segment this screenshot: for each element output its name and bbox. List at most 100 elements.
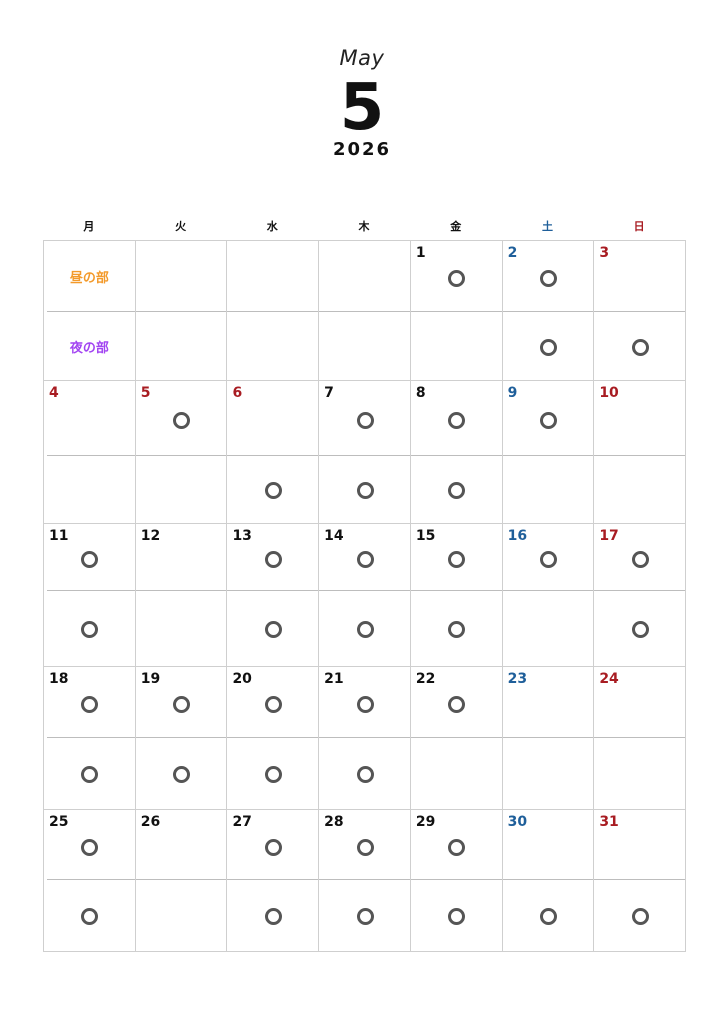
night-session-circle-icon <box>539 908 557 925</box>
day-cell <box>227 241 320 380</box>
day-session-circle-icon <box>539 551 557 568</box>
day-cell: 13 <box>227 524 320 666</box>
date-number: 8 <box>415 385 426 401</box>
day-cell: 30 <box>503 810 595 951</box>
night-session-label: 夜の部 <box>69 340 109 356</box>
day-cell: 20 <box>227 667 320 809</box>
day-cell: 昼の部 夜の部 <box>44 241 136 380</box>
date-number: 4 <box>49 385 59 401</box>
day-session-circle-icon <box>173 696 191 713</box>
date-number: 3 <box>599 245 610 261</box>
date-number: 1 <box>415 245 426 261</box>
night-session-circle-icon <box>264 621 282 638</box>
day-session-circle-icon <box>539 270 557 287</box>
date-number: 10 <box>599 385 619 401</box>
date-number: 7 <box>324 385 334 401</box>
night-session-circle-icon <box>356 908 374 925</box>
day-cell: 31 <box>594 810 687 951</box>
day-cell: 8 <box>411 381 503 523</box>
night-session-circle-icon <box>264 482 282 499</box>
night-session-circle-icon <box>539 338 557 356</box>
day-cell: 11 <box>44 524 136 666</box>
day-cell: 5 <box>136 381 228 523</box>
night-session-circle-icon <box>356 621 374 638</box>
day-cell: 17 <box>594 524 687 666</box>
day-session-label: 昼の部 <box>69 271 109 286</box>
night-session-circle-icon <box>81 766 99 783</box>
day-cell: 28 <box>319 810 411 951</box>
date-number: 14 <box>324 528 344 544</box>
weekday-label: 月 <box>83 220 95 233</box>
day-cell: 1 <box>411 241 503 380</box>
day-session-circle-icon <box>448 551 466 568</box>
week-row: 25 26 27 28 29 30 31 <box>44 810 687 952</box>
day-session-circle-icon <box>448 270 466 287</box>
day-cell: 22 <box>411 667 503 809</box>
night-session-circle-icon <box>631 338 649 356</box>
day-cell: 2 <box>503 241 595 380</box>
day-cell: 15 <box>411 524 503 666</box>
day-cell: 24 <box>594 667 687 809</box>
date-number: 24 <box>599 671 619 687</box>
day-session-circle-icon <box>264 838 282 856</box>
weekday-label: 日 <box>633 220 645 233</box>
night-session-circle-icon <box>81 908 99 925</box>
day-session-circle-icon <box>81 838 99 856</box>
day-cell: 26 <box>136 810 228 951</box>
night-session-circle-icon <box>356 766 374 783</box>
date-number: 19 <box>140 671 161 687</box>
day-cell: 12 <box>136 524 228 666</box>
date-number: 18 <box>49 671 69 687</box>
month-number: 5 <box>339 71 385 145</box>
day-cell: 23 <box>503 667 595 809</box>
day-session-circle-icon <box>356 412 374 429</box>
day-session-circle-icon <box>356 551 374 568</box>
night-session-circle-icon <box>264 908 282 925</box>
day-session-circle-icon <box>356 838 374 856</box>
year: 2026 <box>332 139 392 160</box>
day-session-circle-icon <box>539 412 557 429</box>
date-number: 30 <box>507 814 528 830</box>
day-cell: 21 <box>319 667 411 809</box>
week-row: 4 5 6 7 8 9 10 <box>44 381 687 524</box>
night-session-circle-icon <box>264 766 282 783</box>
date-number: 15 <box>415 528 436 544</box>
session-divider <box>47 737 686 738</box>
date-number: 16 <box>507 528 528 544</box>
day-cell <box>136 241 228 380</box>
day-cell: 9 <box>503 381 595 523</box>
night-session-circle-icon <box>631 908 649 925</box>
night-session-circle-icon <box>448 908 466 925</box>
date-number: 29 <box>415 814 436 830</box>
day-cell: 16 <box>503 524 595 666</box>
day-cell: 10 <box>594 381 687 523</box>
day-session-circle-icon <box>631 551 649 568</box>
date-number: 2 <box>507 245 518 261</box>
session-divider <box>47 311 686 312</box>
date-number: 12 <box>140 528 161 544</box>
date-number: 28 <box>324 814 344 830</box>
month-name: May <box>339 46 385 70</box>
weekday-label: 土 <box>541 220 553 233</box>
day-session-circle-icon <box>356 696 374 713</box>
weekday-header: 月火水木金土日 <box>43 218 685 234</box>
day-session-circle-icon <box>448 696 466 713</box>
day-session-circle-icon <box>264 551 282 568</box>
date-number: 5 <box>140 385 151 401</box>
weekday-label: 木 <box>358 220 370 233</box>
night-session-circle-icon <box>631 621 649 638</box>
day-cell: 18 <box>44 667 136 809</box>
day-session-circle-icon <box>81 551 99 568</box>
week-row: 昼の部夜の部 1 2 3 <box>44 241 687 381</box>
night-session-circle-icon <box>356 482 374 499</box>
session-divider <box>47 879 686 880</box>
day-session-circle-icon <box>448 412 466 429</box>
night-session-circle-icon <box>81 621 99 638</box>
day-session-circle-icon <box>264 696 282 713</box>
day-session-circle-icon <box>81 696 99 713</box>
day-session-circle-icon <box>173 412 191 429</box>
date-number: 31 <box>599 814 619 830</box>
day-cell: 25 <box>44 810 136 951</box>
day-cell: 19 <box>136 667 228 809</box>
date-number: 13 <box>232 528 252 544</box>
